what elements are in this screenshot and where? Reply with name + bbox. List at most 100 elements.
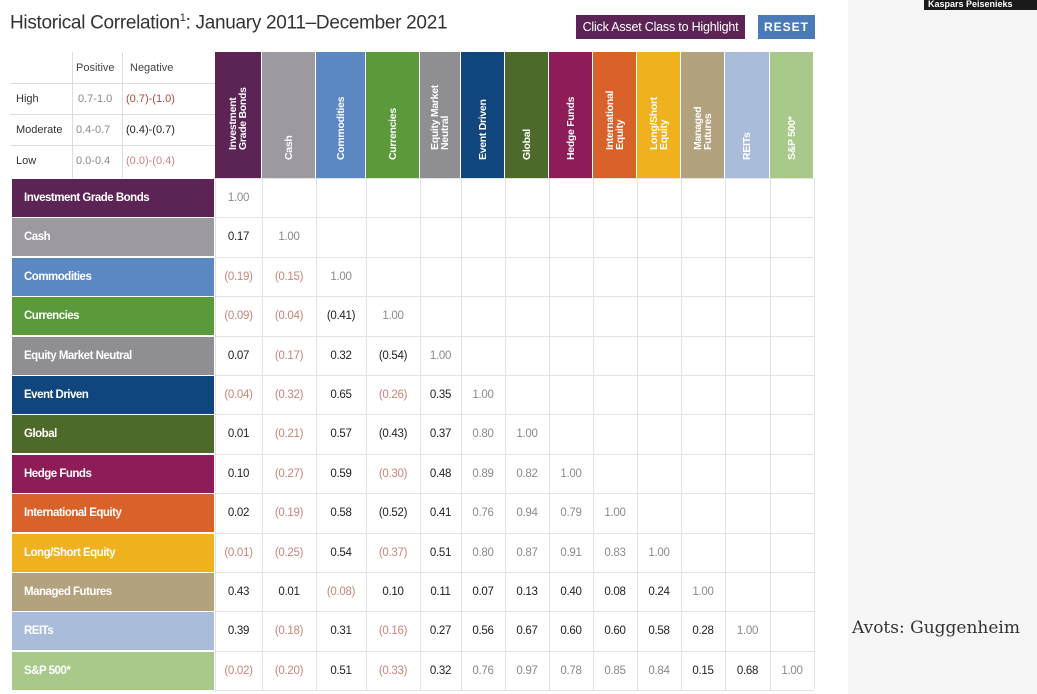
correlation-cell: 0.39: [227, 625, 250, 637]
correlation-cell: 1.00: [604, 507, 626, 519]
title-text: Historical Correlation: [10, 12, 180, 34]
legend-divider: [10, 114, 215, 115]
correlation-cell: 0.60: [604, 625, 626, 637]
correlation-cell: 0.76: [472, 507, 494, 519]
correlation-cell: 0.13: [516, 586, 538, 598]
grid-line: [681, 178, 682, 690]
col-header-commodities[interactable]: Commodities: [316, 52, 365, 178]
correlation-cell: (0.02): [224, 665, 253, 677]
correlation-cell: 0.68: [736, 665, 759, 677]
col-header-label: Global: [520, 129, 533, 160]
grid-line: [461, 178, 462, 690]
col-header-cash[interactable]: Cash: [262, 52, 315, 178]
grid-line: [215, 533, 814, 534]
grid-line: [814, 178, 815, 690]
row-header-equity-market-neutral[interactable]: Equity Market Neutral: [12, 337, 214, 375]
grid-line: [215, 296, 814, 297]
correlation-cell: 0.94: [516, 507, 538, 519]
grid-line: [215, 572, 814, 573]
col-header-long-short-equity[interactable]: Long/Short Equity: [637, 52, 680, 178]
grid-line: [215, 217, 814, 218]
correlation-cell: (0.19): [274, 507, 304, 519]
correlation-cell: 1.00: [429, 350, 452, 362]
correlation-cell: 0.97: [516, 665, 538, 677]
correlation-legend: Positive Negative High 0.7-1.0 (0.7)-(1.…: [10, 52, 215, 178]
correlation-cell: 0.27: [429, 625, 452, 637]
correlation-cell: 0.35: [429, 389, 452, 401]
legend-divider: [122, 52, 123, 178]
correlation-cell: 0.65: [330, 389, 352, 401]
row-header-cash[interactable]: Cash: [12, 218, 214, 256]
correlation-cell: (0.09): [224, 310, 253, 322]
source-note: Avots: Guggenheim: [852, 618, 1020, 638]
row-header-s-p-500[interactable]: S&P 500*: [12, 652, 214, 690]
row-header-event-driven[interactable]: Event Driven: [12, 376, 214, 414]
col-header-label: Managed Futures: [691, 106, 714, 150]
correlation-cell: (0.37): [378, 547, 408, 559]
correlation-cell: 0.11: [430, 586, 451, 598]
grid-line: [215, 336, 814, 337]
correlation-cell: (0.33): [378, 665, 408, 677]
correlation-cell: (0.32): [274, 389, 304, 401]
correlation-cell: (0.19): [224, 271, 253, 283]
col-header-s-p-500[interactable]: S&P 500*: [770, 52, 813, 178]
col-header-label: Event Driven: [476, 99, 489, 160]
row-header-international-equity[interactable]: International Equity: [12, 494, 214, 532]
correlation-cell: 1.00: [227, 192, 250, 204]
row-header-hedge-funds[interactable]: Hedge Funds: [12, 455, 214, 493]
grid-line: [420, 178, 421, 690]
legend-positive-range: 0.4-0.7: [76, 123, 111, 136]
row-header-currencies[interactable]: Currencies: [12, 297, 214, 335]
col-header-label: S&P 500*: [785, 116, 798, 160]
correlation-cell: (0.43): [378, 428, 408, 440]
col-header-investment-grade-bonds[interactable]: Investment Grade Bonds: [215, 52, 261, 178]
legend-row-label: Moderate: [16, 123, 63, 136]
correlation-cell: 0.10: [382, 586, 404, 598]
col-header-label: Hedge Funds: [564, 96, 577, 160]
title-footnote: 1: [179, 12, 186, 24]
row-header-global[interactable]: Global: [12, 415, 214, 453]
correlation-cell: 0.32: [429, 665, 452, 677]
correlation-cell: 1.00: [472, 389, 494, 401]
legend-divider: [10, 145, 215, 146]
correlation-cell: 0.85: [604, 665, 626, 677]
correlation-cell: 0.82: [516, 468, 538, 480]
correlation-cell: 0.76: [472, 665, 494, 677]
correlation-cell: 1.00: [516, 428, 538, 440]
col-header-label: Investment Grade Bonds: [227, 87, 249, 150]
correlation-cell: (0.21): [274, 428, 304, 440]
col-header-currencies[interactable]: Currencies: [366, 52, 419, 178]
correlation-cell: (0.25): [274, 547, 304, 559]
highlight-button[interactable]: Click Asset Class to Highlight: [576, 15, 745, 39]
correlation-cell: 0.41: [429, 507, 452, 519]
row-header-managed-futures[interactable]: Managed Futures: [12, 573, 214, 611]
correlation-cell: 1.00: [382, 310, 404, 322]
grid-line: [215, 257, 814, 258]
correlation-cell: (0.04): [224, 389, 253, 401]
col-header-label: REITs: [741, 132, 753, 160]
legend-positive-range: 0.0-0.4: [76, 154, 111, 167]
grid-line: [215, 454, 814, 455]
row-header-reits[interactable]: REITs: [12, 612, 214, 650]
correlation-cell: (0.15): [274, 271, 304, 283]
correlation-cell: 0.51: [330, 665, 352, 677]
col-header-managed-futures[interactable]: Managed Futures: [681, 52, 724, 178]
col-header-event-driven[interactable]: Event Driven: [461, 52, 504, 178]
side-margin: [848, 0, 1037, 694]
row-header-commodities[interactable]: Commodities: [12, 258, 214, 296]
reset-button[interactable]: RESET: [758, 15, 815, 39]
col-header-hedge-funds[interactable]: Hedge Funds: [549, 52, 592, 178]
row-header-long-short-equity[interactable]: Long/Short Equity: [12, 534, 214, 572]
col-header-global[interactable]: Global: [505, 52, 548, 178]
correlation-cell: 0.02: [227, 507, 250, 519]
correlation-cell: 0.80: [472, 428, 494, 440]
correlation-cell: (0.20): [274, 665, 304, 677]
correlation-cell: 0.31: [330, 625, 352, 637]
col-header-international-equity[interactable]: International Equity: [593, 52, 636, 178]
col-header-label: Long/Short Equity: [647, 97, 670, 150]
row-header-investment-grade-bonds[interactable]: Investment Grade Bonds: [12, 179, 214, 217]
col-header-equity-market-neutral[interactable]: Equity Market Neutral: [420, 52, 460, 178]
correlation-cell: 0.78: [560, 665, 582, 677]
col-header-reits[interactable]: REITs: [725, 52, 769, 178]
correlation-cell: (0.41): [326, 310, 356, 322]
